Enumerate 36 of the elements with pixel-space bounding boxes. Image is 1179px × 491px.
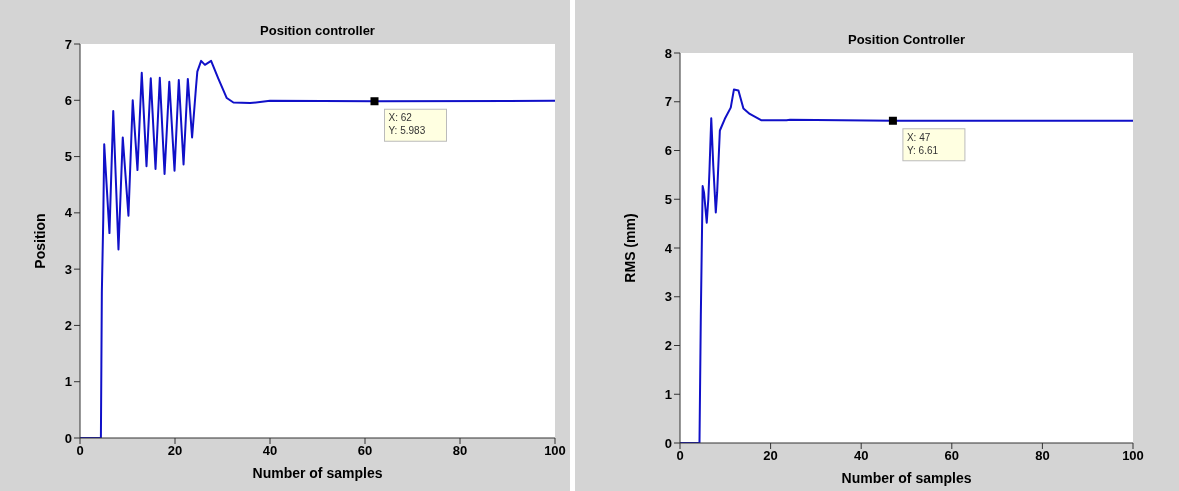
y-tick-label: 3 — [664, 289, 672, 305]
y-tick-label: 4 — [64, 205, 73, 221]
x-tick-label: 0 — [76, 443, 84, 459]
annotation: X: 62 Y: 5.983 — [388, 112, 426, 137]
y-tick-label: 5 — [664, 191, 672, 207]
annotation: X: 47 Y: 6.61 — [906, 131, 939, 156]
chart-title: Position Controller — [847, 32, 966, 47]
y-tick-label: 5 — [64, 149, 72, 165]
y-tick-label: 4 — [664, 240, 673, 256]
y-tick-label: 3 — [64, 261, 72, 277]
x-tick-label: 40 — [853, 448, 869, 464]
y-tick-label: 8 — [664, 45, 672, 61]
y-tick-label: 6 — [64, 92, 72, 108]
y-axis-title: RMS (mm) — [621, 213, 638, 283]
y-tick-label: 7 — [64, 36, 72, 52]
x-tick-label: 100 — [544, 443, 566, 459]
x-tick-label: 60 — [357, 443, 373, 459]
x-tick-label: 40 — [262, 443, 278, 459]
y-tick-label: 0 — [64, 430, 72, 446]
y-tick-label: 1 — [664, 386, 672, 402]
x-tick-label: 60 — [944, 448, 960, 464]
y-tick-label: 2 — [64, 318, 72, 334]
x-tick-label: 20 — [763, 448, 778, 464]
x-tick-label: 0 — [676, 448, 684, 464]
y-tick-label: 6 — [664, 143, 672, 159]
y-axis-title: Position — [31, 213, 48, 269]
y-tick-label: 1 — [64, 374, 72, 390]
x-axis-title: Number of samples — [841, 470, 972, 486]
y-tick-label: 2 — [664, 338, 672, 354]
x-tick-label: 100 — [1122, 448, 1144, 464]
x-tick-label: 80 — [1035, 448, 1050, 464]
x-tick-label: 80 — [452, 443, 468, 459]
x-axis-title: Number of samples — [252, 465, 383, 481]
x-tick-label: 20 — [167, 443, 183, 459]
y-tick-label: 7 — [664, 94, 672, 110]
chart-title: Position controller — [259, 23, 376, 38]
